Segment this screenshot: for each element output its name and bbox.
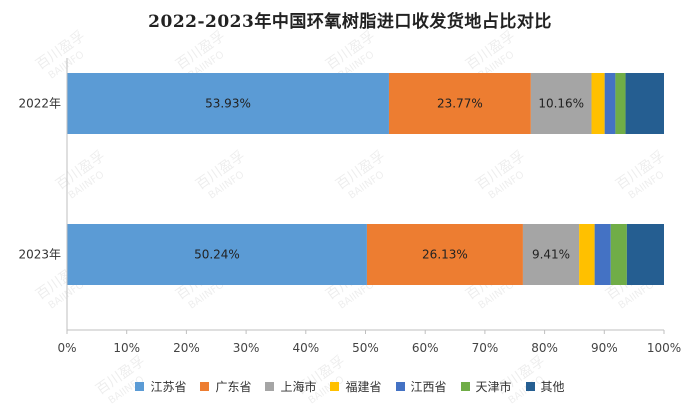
bar-1-series-6: [615, 73, 626, 134]
data-label-1-1: 53.93%: [205, 97, 251, 111]
x-tick-label-6: 60%: [412, 341, 439, 355]
legend-item-5: 江西省: [395, 378, 447, 395]
legend-swatch: [265, 382, 275, 391]
legend-label: 江西省: [410, 380, 447, 394]
bar-1-series-3: [530, 73, 592, 134]
legend-item-3: 上海市: [265, 378, 316, 395]
category-label-2: 2023年: [18, 248, 61, 262]
category-label-1: 2022年: [18, 97, 61, 111]
bar-1-series-5: [604, 73, 616, 134]
bar-1-series-1: [67, 73, 389, 134]
legend-item-1: 江苏省: [135, 378, 186, 395]
x-tick-label-7: 70%: [472, 341, 499, 355]
data-label-2-2: 26.13%: [422, 248, 468, 262]
legend-swatch: [525, 382, 535, 391]
legend-swatch: [135, 382, 145, 391]
legend-item-4: 福建省: [330, 378, 382, 395]
data-label-2-3: 9.41%: [532, 248, 570, 262]
x-tick-label-2: 20%: [173, 341, 200, 355]
bar-1-series-2: [388, 73, 531, 134]
legend: 江苏省 广东省 上海市 福建省 江西省 天津市 其他: [0, 378, 700, 395]
data-label-2-1: 50.24%: [194, 248, 240, 262]
legend-label: 江苏省: [150, 380, 187, 394]
bars-layer: 53.93% 23.77% 10.16% 2022年 50.24% 26.13% 9.41%…: [18, 73, 664, 285]
bar-2-series-7: [626, 224, 664, 285]
bar-2-series-5: [594, 224, 611, 285]
legend-swatch: [200, 382, 210, 391]
legend-item-2: 广东省: [200, 378, 251, 395]
legend-label: 天津市: [475, 380, 512, 394]
bar-2-series-2: [366, 224, 523, 285]
x-tick-label-8: 80%: [531, 341, 558, 355]
axes-layer: 0% 10% 20% 30% 40% 50% 60% 70% 80% 90% 100%: [57, 58, 681, 355]
legend-swatch: [460, 382, 470, 391]
bar-2-series-3: [522, 224, 580, 285]
x-tick-label-1: 10%: [113, 341, 140, 355]
x-tick-label-0: 0%: [57, 341, 76, 355]
legend-label: 其他: [540, 380, 565, 394]
legend-swatch: [330, 382, 340, 391]
x-tick-label-9: 90%: [591, 341, 618, 355]
x-tick-label-4: 40%: [292, 341, 319, 355]
bar-1-series-4: [591, 73, 605, 134]
bar-2-series-4: [579, 224, 595, 285]
x-tick-label-3: 30%: [233, 341, 260, 355]
legend-item-7: 其他: [525, 378, 565, 395]
legend-label: 福建省: [345, 380, 382, 394]
data-label-1-3: 10.16%: [538, 97, 584, 111]
bar-1-series-7: [625, 73, 664, 134]
legend-swatch: [395, 382, 405, 391]
chart-title: 2022-2023年中国环氧树脂进口收发货地占比对比: [148, 12, 552, 32]
x-tick-label-5: 50%: [352, 341, 379, 355]
data-label-1-2: 23.77%: [437, 97, 483, 111]
x-tick-label-10: 100%: [647, 341, 681, 355]
legend-label: 上海市: [280, 380, 317, 394]
legend-item-6: 天津市: [460, 378, 512, 395]
bar-2-series-6: [610, 224, 627, 285]
legend-label: 广东省: [215, 380, 252, 394]
bar-2-series-1: [67, 224, 367, 285]
